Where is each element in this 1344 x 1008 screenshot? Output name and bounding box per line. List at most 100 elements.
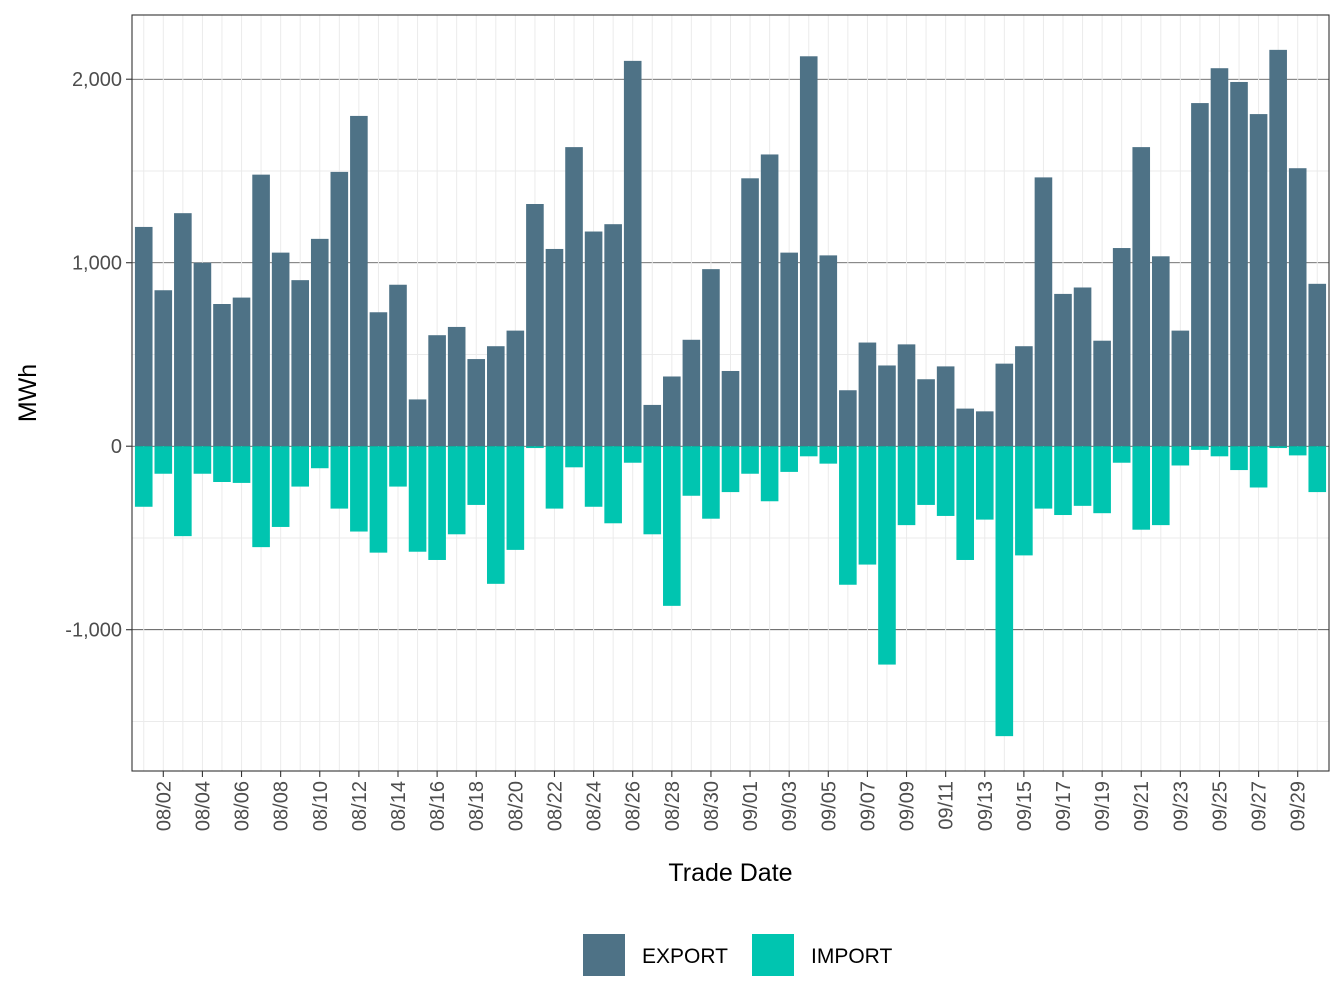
bar-export — [565, 147, 583, 447]
x-tick-label: 08/26 — [623, 781, 645, 831]
bar-export — [1132, 147, 1151, 447]
bar-import — [1308, 446, 1327, 493]
x-tick-label: 08/20 — [505, 781, 527, 831]
bar-export — [134, 226, 153, 447]
bar-export — [1073, 287, 1092, 447]
bar-export — [839, 390, 857, 447]
bar-import — [310, 446, 329, 469]
y-axis: -1,000 0 1,000 2,000 — [65, 69, 132, 642]
y-tick-label: 0 — [111, 436, 122, 458]
bar-export — [917, 379, 935, 447]
bar-export — [936, 366, 955, 447]
bar-export — [1210, 68, 1229, 447]
bar-export — [643, 404, 662, 447]
x-tick-label: 09/29 — [1288, 781, 1310, 831]
bar-export — [467, 359, 486, 447]
bar-export — [1054, 293, 1072, 447]
bar-import — [584, 446, 603, 507]
bar-import — [897, 446, 916, 526]
bar-import — [643, 446, 662, 535]
bar-import — [1093, 446, 1111, 514]
bar-import — [565, 446, 583, 468]
x-tick-label: 09/09 — [897, 781, 919, 831]
bar-import — [858, 446, 877, 565]
bar-export — [623, 60, 642, 447]
bar-export — [193, 262, 212, 447]
x-tick-label: 09/27 — [1249, 781, 1271, 831]
bar-export — [584, 231, 603, 447]
bar-export — [995, 363, 1014, 447]
bar-export — [897, 344, 916, 447]
x-tick-label: 09/15 — [1014, 781, 1036, 831]
y-tick-label: -1,000 — [65, 620, 122, 642]
bar-import — [174, 446, 192, 537]
bar-import — [506, 446, 525, 550]
x-tick-label: 09/07 — [857, 781, 879, 831]
bar-import — [1073, 446, 1092, 506]
bar-import — [369, 446, 388, 553]
bar-import — [604, 446, 622, 524]
bar-import — [213, 446, 231, 482]
x-tick-label: 09/23 — [1170, 781, 1192, 831]
bar-import — [1015, 446, 1033, 556]
x-axis-title: Trade Date — [668, 859, 792, 887]
bar-export — [721, 370, 740, 447]
x-tick-label: 08/16 — [427, 781, 449, 831]
x-tick-label: 08/08 — [271, 781, 293, 831]
bar-import — [995, 446, 1014, 737]
bar-export — [369, 312, 388, 447]
bar-import — [682, 446, 701, 496]
bar-export — [428, 335, 446, 447]
bar-import — [1191, 446, 1209, 450]
x-tick-label: 09/21 — [1131, 781, 1153, 831]
bar-export — [878, 365, 896, 447]
bar-export — [819, 255, 838, 447]
bar-export — [350, 115, 368, 447]
bar-import — [663, 446, 681, 606]
y-tick-label: 2,000 — [72, 69, 122, 91]
bar-import — [936, 446, 955, 516]
bar-export — [1015, 346, 1033, 447]
bar-import — [975, 446, 994, 520]
bar-export — [956, 408, 975, 447]
bar-import — [1230, 446, 1248, 471]
x-tick-label: 08/24 — [584, 781, 606, 831]
bar-export — [545, 248, 564, 447]
bar-import — [408, 446, 427, 552]
legend-key-import — [752, 934, 794, 976]
bar-export — [682, 339, 701, 447]
x-tick-label: 08/04 — [192, 781, 214, 831]
x-tick-label: 09/03 — [779, 781, 801, 831]
bar-import — [330, 446, 349, 509]
bar-import — [917, 446, 935, 505]
bar-export — [1249, 114, 1268, 447]
bar-import — [134, 446, 153, 507]
bar-import — [1269, 446, 1287, 449]
x-tick-label: 08/10 — [310, 781, 332, 831]
bar-export — [447, 326, 466, 447]
bar-export — [1308, 283, 1327, 447]
x-tick-label: 08/28 — [662, 781, 684, 831]
bar-export — [154, 290, 173, 447]
bar-export — [252, 174, 270, 447]
bar-import — [780, 446, 798, 472]
x-tick-label: 08/06 — [232, 781, 254, 831]
bar-export — [760, 154, 779, 447]
x-tick-label: 09/19 — [1092, 781, 1114, 831]
bar-import — [741, 446, 759, 474]
bar-import — [526, 446, 544, 449]
bar-import — [760, 446, 779, 502]
bar-import — [447, 446, 466, 535]
bar-import — [819, 446, 838, 464]
bar-import — [1112, 446, 1131, 463]
x-tick-label: 09/01 — [740, 781, 762, 831]
bar-export — [174, 213, 192, 447]
x-tick-label: 08/30 — [701, 781, 723, 831]
bar-export — [663, 376, 681, 447]
legend: EXPORT IMPORT — [583, 934, 892, 976]
bar-import — [232, 446, 251, 483]
bar-export — [310, 238, 329, 447]
bar-export — [741, 178, 759, 447]
bar-export — [1093, 340, 1111, 447]
x-tick-label: 08/14 — [388, 781, 410, 831]
